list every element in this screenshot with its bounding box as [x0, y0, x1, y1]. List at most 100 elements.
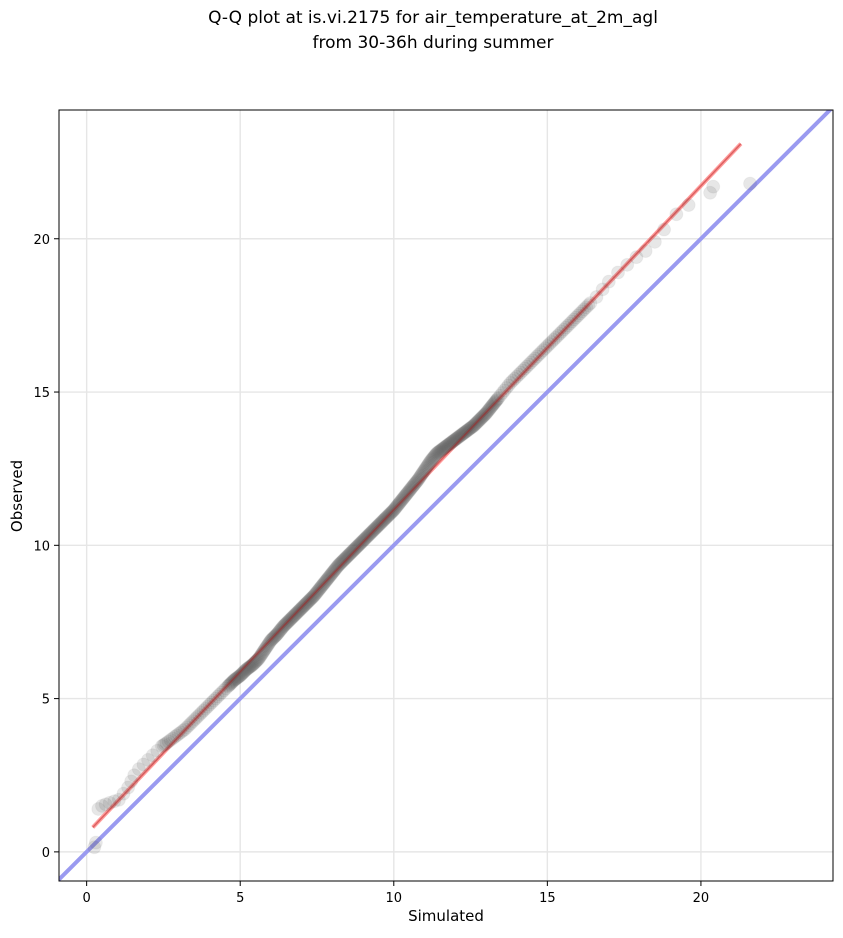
- quantile-point: [252, 650, 267, 665]
- quantile-point: [121, 780, 136, 795]
- quantile-point: [179, 720, 194, 735]
- quantile-point: [743, 176, 758, 191]
- quantile-point: [218, 681, 233, 696]
- quantile-point: [157, 737, 172, 752]
- quantile-point: [398, 488, 413, 503]
- quantile-point: [451, 429, 466, 444]
- quantile-point: [434, 443, 449, 458]
- quantile-point: [439, 439, 454, 454]
- quantile-point: [332, 557, 347, 572]
- quantile-point: [475, 409, 490, 424]
- quantile-point: [387, 501, 402, 516]
- quantile-point: [208, 691, 223, 706]
- quantile-point: [462, 422, 477, 437]
- quantile-point: [225, 674, 240, 689]
- quantile-point: [324, 567, 339, 582]
- quantile-point: [319, 573, 334, 588]
- quantile-point: [282, 613, 297, 628]
- quantile-point: [256, 645, 271, 660]
- y-tick-label: 5: [42, 693, 50, 708]
- quantile-point: [478, 406, 493, 421]
- quantile-point: [107, 794, 122, 809]
- quantile-point: [353, 536, 368, 551]
- quantile-point: [234, 667, 249, 682]
- quantile-point: [169, 728, 184, 743]
- quantile-point: [285, 609, 300, 624]
- quantile-point: [418, 461, 433, 476]
- quantile-point: [356, 533, 371, 548]
- quantile-point: [260, 638, 275, 653]
- quantile-point: [408, 475, 423, 490]
- quantile-point: [359, 530, 374, 545]
- quantile-point: [283, 612, 298, 627]
- quantile-point: [102, 795, 117, 810]
- y-axis-ticks: 0 5 10 15 20: [33, 233, 59, 861]
- quantile-point: [272, 623, 287, 638]
- quantile-point: [116, 786, 131, 801]
- quantile-point: [380, 509, 395, 524]
- quantile-point: [552, 326, 567, 341]
- quantile-point: [210, 689, 225, 704]
- quantile-point: [446, 433, 461, 448]
- quantile-point: [473, 411, 488, 426]
- quantile-point: [503, 375, 518, 390]
- quantile-point: [460, 423, 475, 438]
- quantile-point: [287, 608, 302, 623]
- quantile-point: [150, 743, 165, 758]
- quantile-point: [358, 531, 373, 546]
- quantile-point: [347, 542, 362, 557]
- quantile-point: [349, 539, 364, 554]
- quantile-point: [468, 417, 483, 432]
- quantile-point: [371, 517, 386, 532]
- quantile-point: [445, 434, 460, 449]
- quantile-point: [345, 544, 360, 559]
- quantile-point: [431, 445, 446, 460]
- quantile-point: [581, 298, 596, 313]
- quantile-point: [314, 579, 329, 594]
- y-axis-label: Observed: [8, 460, 26, 532]
- quantile-point: [396, 491, 411, 506]
- quantile-point: [246, 656, 261, 671]
- quantile-point: [457, 425, 472, 440]
- quantile-point: [214, 685, 229, 700]
- quantile-point: [230, 670, 245, 685]
- chart-title-line-1: Q-Q plot at is.vi.2175 for air_temperatu…: [208, 8, 658, 28]
- x-tick-label: 0: [83, 891, 91, 906]
- quantile-point: [321, 570, 336, 585]
- quantile-point: [270, 627, 285, 642]
- quantile-point: [554, 324, 569, 339]
- quantile-point: [425, 451, 440, 466]
- quantile-point: [291, 604, 306, 619]
- quantile-point: [404, 481, 419, 496]
- quantile-point: [331, 558, 346, 573]
- quantile-point: [511, 367, 526, 382]
- quantile-point: [526, 353, 541, 368]
- quantile-point: [474, 410, 489, 425]
- quantile-point: [384, 505, 399, 520]
- quantile-point: [505, 373, 520, 388]
- quantile-point: [236, 665, 251, 680]
- quantile-point: [478, 407, 493, 422]
- quantile-point: [261, 637, 276, 652]
- quantile-point: [388, 500, 403, 515]
- quantile-point: [95, 798, 109, 813]
- quantile-point: [286, 609, 301, 624]
- quantile-point: [336, 552, 351, 567]
- quantile-point: [204, 695, 219, 710]
- quantile-point: [111, 792, 126, 807]
- quantile-point: [481, 403, 496, 418]
- quantile-point: [376, 513, 391, 528]
- quantile-point: [292, 603, 307, 618]
- quantile-point: [485, 397, 500, 412]
- quantile-point: [279, 616, 294, 631]
- quantile-point: [383, 506, 398, 521]
- quantile-point: [403, 482, 418, 497]
- quantile-point: [536, 343, 551, 358]
- quantile-point: [406, 477, 421, 492]
- quantile-point: [320, 572, 335, 587]
- quantile-point: [194, 705, 209, 720]
- x-tick-label: 10: [386, 891, 403, 906]
- quantile-point: [313, 580, 328, 595]
- quantile-point: [482, 402, 497, 417]
